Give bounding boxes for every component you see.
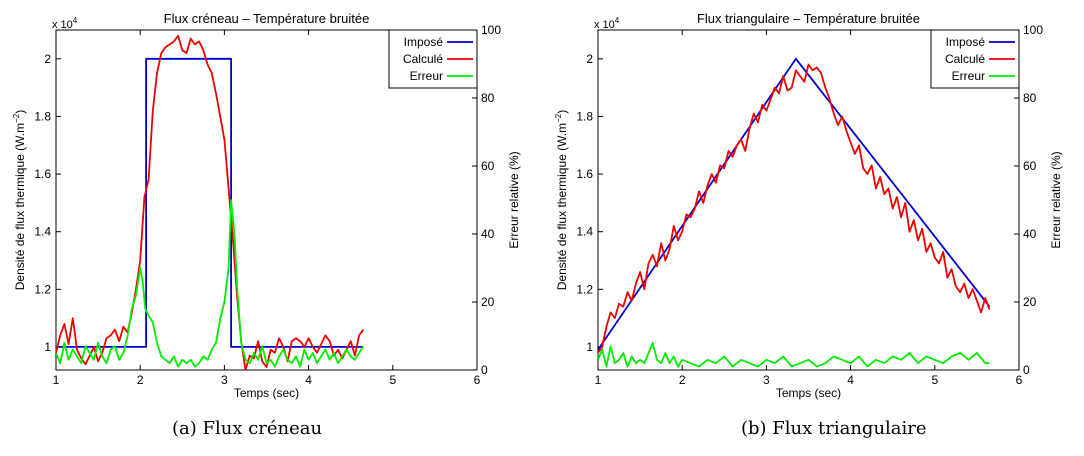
- chart-b-ylabel-left-sup: −2: [554, 113, 563, 123]
- chart-a-x-tick-label: 5: [389, 373, 396, 387]
- chart-b-yl-tick-label: 1.2: [576, 282, 593, 296]
- chart-a-yl-tick-label: 1.2: [34, 282, 51, 296]
- chart-b-x-tick-label: 1: [595, 373, 602, 387]
- caption-a: (a) Flux créneau: [172, 418, 323, 439]
- chart-b-y-multiplier-exp: 4: [615, 16, 620, 25]
- chart-a-series-impos-line: [56, 57, 364, 348]
- chart-a-x-tick-label: 1: [53, 373, 60, 387]
- chart-a-yr-tick-label: 80: [481, 91, 495, 105]
- chart-b-x-tick-label: 6: [1016, 373, 1023, 387]
- chart-a-legend-box: [388, 29, 478, 89]
- chart-a-yr-tick-label: 100: [481, 23, 501, 37]
- chart-a-series-erreur-line: [56, 199, 365, 368]
- chart-b-yr-tick-label: 60: [1023, 159, 1037, 173]
- chart-a-legend-label: Imposé: [404, 35, 444, 49]
- chart-a-legend-label: Calculé: [403, 52, 443, 66]
- chart-b-yl-tick-label: 1.8: [576, 109, 593, 123]
- chart-b-yr-tick-label: 20: [1023, 295, 1037, 309]
- chart-a-yl-tick-label: 1: [44, 340, 51, 354]
- chart-b-ylabel-right: Erreur relative (%): [1049, 151, 1063, 248]
- chart-b-ylabel-left-end: ): [555, 110, 569, 114]
- chart-b-series-erreur-line: [598, 341, 990, 368]
- chart-a-x-tick-label: 3: [221, 373, 228, 387]
- chart-a-yl-tick-label: 1.6: [34, 167, 51, 181]
- chart-a-yl-tick-label: 2: [44, 52, 51, 66]
- chart-a-ylabel-left-sup: −2: [12, 113, 21, 123]
- chart-b-x-tick-label: 3: [763, 373, 770, 387]
- chart-b-yl-tick-label: 1.4: [576, 225, 593, 239]
- chart-b-yl-tick-label: 2: [586, 52, 593, 66]
- chart-b-legend-label: Imposé: [946, 35, 986, 49]
- chart-a-y-multiplier: x 104: [52, 16, 78, 31]
- chart-a-xlabel: Temps (sec): [234, 386, 299, 400]
- chart-b-legend-label: Calculé: [945, 52, 985, 66]
- chart-b-series-calcul-line: [598, 63, 991, 354]
- chart-a-legend-label: Erreur: [410, 69, 443, 83]
- chart-b-xlabel: Temps (sec): [776, 386, 841, 400]
- caption-b: (b) Flux triangulaire: [741, 418, 927, 439]
- chart-b-yr-tick-label: 80: [1023, 91, 1037, 105]
- chart-b-series-group: [598, 57, 991, 368]
- chart-b-ylabel-left: Densité de flux thermique (W.m−2): [554, 110, 569, 291]
- chart-a-ylabel-left: Densité de flux thermique (W.m−2): [12, 110, 27, 291]
- chart-a-ylabel-right: Erreur relative (%): [507, 151, 521, 248]
- chart-b-legend-label: Erreur: [952, 69, 985, 83]
- chart-a-yr-tick-label: 60: [481, 159, 495, 173]
- chart-a-series-group: [56, 34, 365, 370]
- chart-a-yl-tick-label: 1.8: [34, 109, 51, 123]
- chart-b-yr-tick-label: 100: [1023, 23, 1043, 37]
- chart-a-title: Flux créneau – Température bruitée: [164, 11, 370, 26]
- chart-a-yr-tick-label: 20: [481, 295, 495, 309]
- chart-a-y-multiplier-exp: 4: [73, 16, 78, 25]
- chart-b-x-tick-label: 5: [931, 373, 938, 387]
- chart-a-x-tick-label: 4: [305, 373, 312, 387]
- chart-a-yr-tick-label: 40: [481, 227, 495, 241]
- chart-b-yr-tick-label: 40: [1023, 227, 1037, 241]
- chart-a-ylabel-left-end: ): [13, 110, 27, 114]
- chart-b-yr-tick-label: 0: [1023, 363, 1030, 377]
- chart-a-x-tick-label: 6: [474, 373, 481, 387]
- chart-a-yl-tick-label: 1.4: [34, 225, 51, 239]
- chart-a-yr-tick-label: 0: [481, 363, 488, 377]
- chart-a-series-calcul-line: [56, 34, 365, 370]
- chart-b-x-tick-label: 4: [847, 373, 854, 387]
- chart-b-yl-tick-label: 1.6: [576, 167, 593, 181]
- chart-b-x-tick-label: 2: [679, 373, 686, 387]
- chart-b-title: Flux triangulaire – Température bruitée: [697, 11, 920, 26]
- chart-b-y-multiplier: x 104: [594, 16, 620, 31]
- chart-b-yl-tick-label: 1: [586, 340, 593, 354]
- chart-a-x-tick-label: 2: [137, 373, 144, 387]
